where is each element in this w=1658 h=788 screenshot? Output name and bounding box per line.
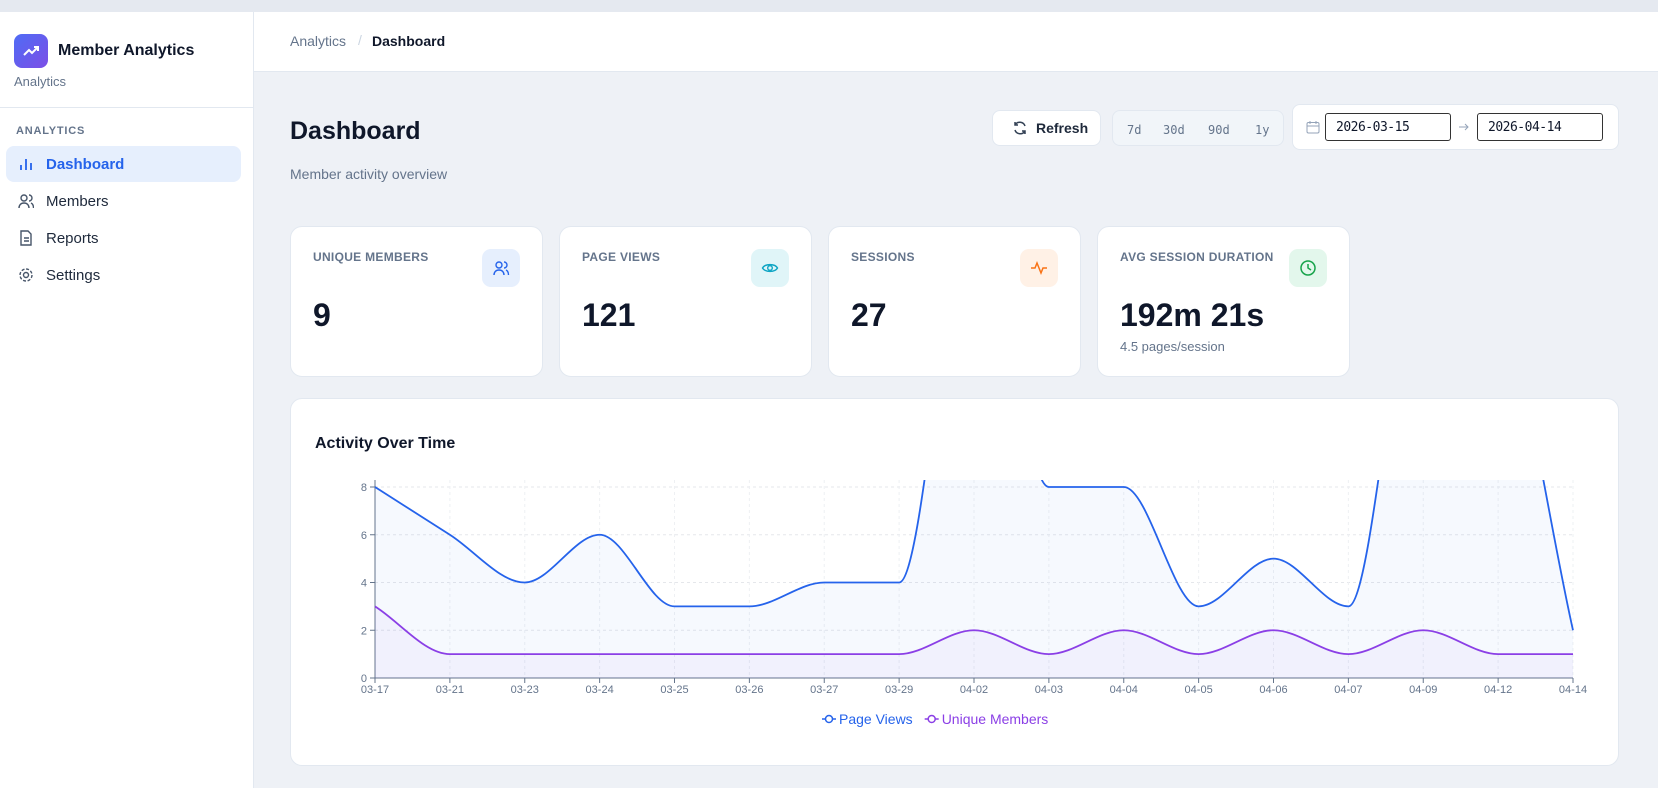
logo-icon — [23, 46, 39, 56]
legend-marker — [824, 714, 834, 724]
series-line — [374, 480, 1574, 631]
nav-label: Reports — [46, 229, 99, 247]
series-area — [375, 606, 1573, 678]
x-tick-label: 03-27 — [810, 684, 838, 696]
y-tick-label: 2 — [361, 625, 367, 637]
stat-card: PAGE VIEWS 121 — [559, 226, 812, 377]
breadcrumb-separator: / — [358, 32, 362, 48]
header-bar: Analytics / Dashboard — [254, 12, 1658, 72]
x-tick-label: 04-05 — [1185, 684, 1213, 696]
nav-icon — [20, 159, 32, 170]
stat-icon — [1020, 249, 1058, 287]
stat-icon — [1289, 249, 1327, 287]
x-tick-label: 03-24 — [586, 684, 614, 696]
stat-icon — [482, 249, 520, 287]
page-subtitle: Member activity overview — [290, 166, 448, 182]
legend-label: Unique Members — [942, 711, 1049, 727]
end-date-input[interactable]: 2026-04-14 — [1477, 113, 1603, 141]
nav-item[interactable]: Settings — [6, 257, 241, 293]
range-group: 7d 30d 90d 1y — [1112, 110, 1284, 146]
stat-label: PAGE VIEWS — [582, 250, 661, 264]
stat-label: AVG SESSION DURATION — [1120, 250, 1274, 264]
divider — [0, 107, 253, 108]
refresh-button[interactable]: Refresh — [992, 110, 1101, 146]
x-tick-label: 04-12 — [1484, 684, 1512, 696]
range-option[interactable]: 7d — [1127, 123, 1142, 137]
nav-item[interactable]: Reports — [6, 220, 241, 256]
chart-title: Activity Over Time — [315, 435, 455, 452]
end-date: 2026-04-14 — [1488, 119, 1562, 135]
stat-card: UNIQUE MEMBERS 9 — [290, 226, 543, 377]
x-tick-label: 04-02 — [960, 684, 988, 696]
top-bar — [0, 0, 1658, 12]
nav-section: ANALYTICS — [16, 125, 86, 137]
nav-icon — [20, 230, 32, 246]
range-option[interactable]: 30d — [1163, 123, 1185, 137]
stat-note: 4.5 pages/session — [1120, 339, 1225, 354]
stat-card: SESSIONS 27 — [828, 226, 1081, 377]
series-line — [374, 605, 1573, 656]
nav-item[interactable]: Members — [6, 183, 241, 219]
x-tick-label: 04-04 — [1110, 684, 1138, 696]
refresh-label: Refresh — [1036, 120, 1089, 136]
x-tick-label: 04-09 — [1409, 684, 1437, 696]
start-date: 2026-03-15 — [1336, 119, 1410, 135]
x-tick-label: 03-23 — [511, 684, 539, 696]
brand-subtitle: Analytics — [14, 74, 67, 89]
x-tick-label: 03-21 — [436, 684, 464, 696]
x-tick-label: 04-14 — [1559, 684, 1587, 696]
x-tick-label: 04-07 — [1334, 684, 1362, 696]
arrow-icon — [1459, 123, 1469, 131]
y-tick-label: 0 — [361, 673, 367, 685]
stat-value: 192m 21s — [1120, 297, 1265, 333]
brand-logo — [14, 34, 48, 68]
sidebar: Member Analytics Analytics ANALYTICS Das… — [0, 12, 254, 788]
refresh-icon — [1014, 121, 1026, 135]
nav-label: Settings — [46, 266, 101, 284]
stat-icon — [751, 249, 789, 287]
stat-value: 121 — [582, 297, 636, 333]
nav-label: Dashboard — [46, 155, 125, 173]
stat-value: 27 — [851, 297, 887, 333]
nav-icon — [19, 268, 33, 282]
stat-value: 9 — [313, 297, 331, 333]
start-date-input[interactable]: 2026-03-15 — [1325, 113, 1451, 141]
series-area — [375, 480, 1573, 678]
breadcrumb-link[interactable]: Analytics — [290, 33, 347, 49]
plot-area — [374, 480, 1574, 678]
nav-icon — [18, 194, 34, 209]
range-option[interactable]: 1y — [1255, 123, 1270, 137]
stat-label: UNIQUE MEMBERS — [313, 250, 429, 264]
x-tick-label: 04-06 — [1259, 684, 1287, 696]
brand-name: Member Analytics — [58, 42, 195, 59]
x-tick-label: 03-25 — [660, 684, 688, 696]
x-tick-label: 03-26 — [735, 684, 763, 696]
legend-label: Page Views — [839, 711, 913, 727]
date-range: 2026-03-15 2026-04-14 — [1292, 104, 1619, 150]
y-tick-label: 4 — [361, 578, 367, 590]
x-tick-label: 03-29 — [885, 684, 913, 696]
range-option[interactable]: 90d — [1208, 123, 1230, 137]
stat-card: AVG SESSION DURATION 192m 21s 4.5 pages/… — [1097, 226, 1350, 377]
breadcrumb-current: Dashboard — [372, 33, 446, 49]
calendar-icon — [1306, 121, 1320, 134]
x-tick-label: 03-17 — [361, 684, 389, 696]
legend-marker — [927, 714, 936, 724]
stat-label: SESSIONS — [851, 250, 915, 264]
page-title: Dashboard — [290, 117, 421, 145]
nav-label: Members — [46, 192, 109, 210]
x-tick-label: 04-03 — [1035, 684, 1063, 696]
y-tick-label: 6 — [361, 530, 367, 542]
nav-item[interactable]: Dashboard — [6, 146, 241, 182]
y-tick-label: 8 — [361, 482, 367, 494]
